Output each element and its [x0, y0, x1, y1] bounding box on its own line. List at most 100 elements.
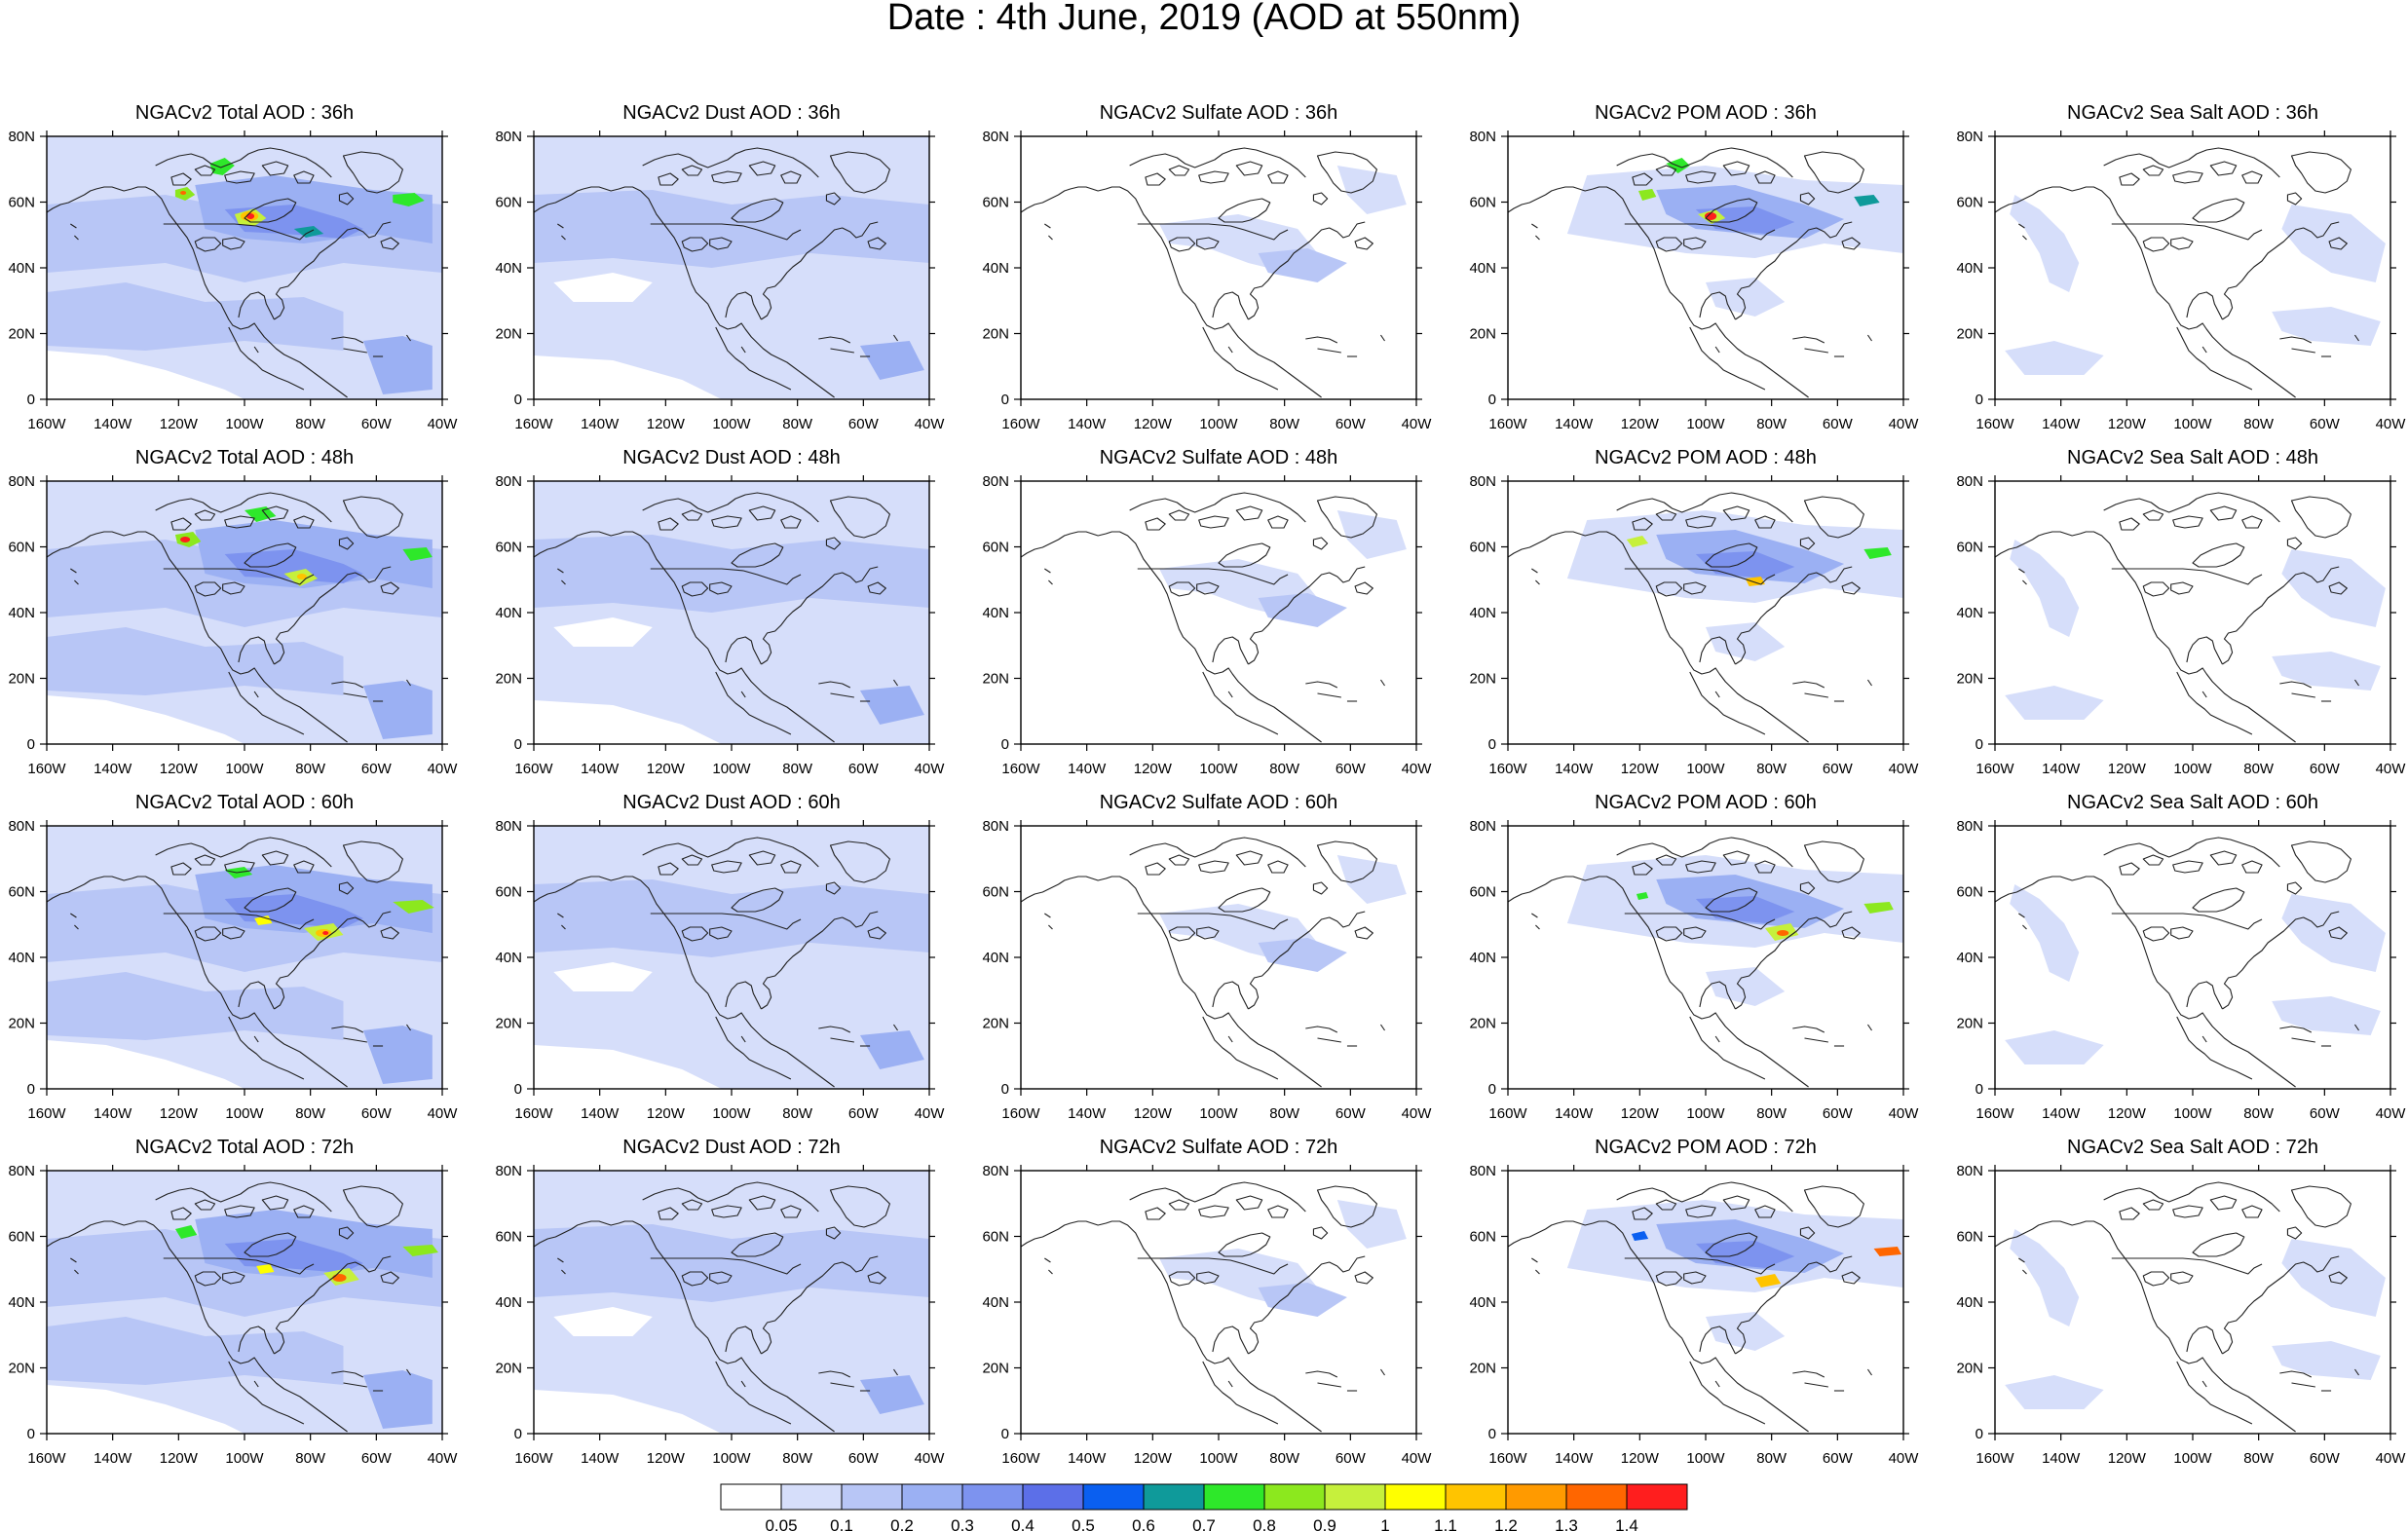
x-tick-label: 100W [225, 1450, 264, 1467]
y-tick-label: 80N [982, 818, 1009, 835]
y-tick-label: 0 [1488, 1426, 1496, 1442]
x-tick-label: 100W [225, 761, 264, 777]
y-tick-label: 0 [27, 1081, 35, 1098]
colorbar-box [1626, 1483, 1688, 1511]
panel-title: NGACv2 Total AOD : 48h [135, 447, 354, 468]
colorbar-box [1445, 1483, 1507, 1511]
x-tick-label: 140W [581, 1450, 620, 1467]
y-tick-label: 0 [1001, 1081, 1009, 1098]
x-tick-label: 100W [1686, 1450, 1725, 1467]
colorbar-box [1143, 1483, 1205, 1511]
aod-field [1508, 481, 1903, 744]
y-tick-label: 80N [8, 1163, 35, 1179]
panel-title: NGACv2 Dust AOD : 48h [622, 447, 840, 468]
colorbar-box [901, 1483, 963, 1511]
y-tick-label: 80N [8, 818, 35, 835]
aod-field [1021, 826, 1416, 1089]
panel-title: NGACv2 Dust AOD : 72h [622, 1137, 840, 1158]
x-tick-label: 120W [1621, 761, 1660, 777]
x-tick-label: 40W [2376, 1450, 2407, 1467]
y-tick-label: 0 [27, 392, 35, 408]
aod-field [47, 1171, 442, 1434]
y-tick-label: 20N [1956, 671, 1983, 688]
x-tick-label: 40W [1402, 1105, 1433, 1122]
y-tick-label: 60N [1469, 195, 1496, 211]
colorbar-label: 0.7 [1192, 1516, 1216, 1531]
map-panel-total-60h: NGACv2 Total AOD : 60h 160W 140W 120W 100W 80… [8, 792, 458, 1122]
colorbar-label: 0.9 [1313, 1516, 1336, 1531]
x-tick-label: 80W [782, 761, 813, 777]
x-tick-label: 80W [2243, 416, 2275, 432]
x-tick-label: 140W [1068, 416, 1107, 432]
y-tick-label: 60N [1469, 540, 1496, 556]
x-tick-label: 60W [2310, 416, 2341, 432]
y-tick-label: 40N [8, 605, 35, 621]
x-tick-label: 160W [514, 1450, 553, 1467]
x-tick-label: 80W [1756, 1450, 1787, 1467]
aod-field [534, 826, 929, 1089]
y-tick-label: 0 [27, 736, 35, 753]
y-tick-label: 0 [514, 392, 522, 408]
y-tick-label: 20N [1956, 326, 1983, 343]
x-tick-label: 120W [1134, 761, 1173, 777]
x-tick-label: 80W [2243, 761, 2275, 777]
x-tick-label: 40W [915, 1450, 946, 1467]
y-tick-label: 40N [495, 950, 522, 966]
aod-field [1021, 1171, 1416, 1434]
x-tick-label: 40W [2376, 416, 2407, 432]
y-tick-label: 40N [495, 1294, 522, 1311]
y-tick-label: 0 [514, 1081, 522, 1098]
map-panel-dust-48h: NGACv2 Dust AOD : 48h 160W 140W 120W 100W 80W… [495, 447, 945, 777]
aod-field [1995, 136, 2390, 399]
map-panel-sulfate-36h: NGACv2 Sulfate AOD : 36h 160W 140W 120W 100W… [982, 102, 1432, 432]
x-tick-label: 60W [1336, 761, 1367, 777]
colorbar-label: 1.1 [1434, 1516, 1457, 1531]
x-tick-label: 40W [1402, 1450, 1433, 1467]
colorbar-box [961, 1483, 1024, 1511]
y-tick-label: 60N [495, 884, 522, 901]
y-tick-label: 40N [8, 1294, 35, 1311]
x-tick-label: 140W [2042, 1450, 2081, 1467]
y-tick-label: 20N [495, 671, 522, 688]
x-tick-label: 40W [1889, 1105, 1920, 1122]
colorbar-box [720, 1483, 782, 1511]
x-tick-label: 160W [1001, 1450, 1040, 1467]
y-tick-label: 0 [1975, 1081, 1983, 1098]
x-tick-label: 80W [295, 1450, 326, 1467]
x-tick-label: 60W [2310, 761, 2341, 777]
x-tick-label: 100W [712, 1105, 751, 1122]
x-tick-label: 40W [915, 761, 946, 777]
x-tick-label: 100W [1199, 1105, 1238, 1122]
colorbar-box [1565, 1483, 1628, 1511]
x-tick-label: 80W [782, 1105, 813, 1122]
x-tick-label: 100W [1686, 761, 1725, 777]
y-tick-label: 80N [982, 473, 1009, 490]
panel-title: NGACv2 Sulfate AOD : 48h [1100, 447, 1338, 468]
x-tick-label: 60W [361, 1450, 393, 1467]
y-tick-label: 80N [1956, 818, 1983, 835]
map-panel-pom-48h: NGACv2 POM AOD : 48h 160W 140W 120W 100W 80W 6… [1469, 447, 1919, 777]
y-tick-label: 60N [1956, 884, 1983, 901]
x-tick-label: 160W [1001, 761, 1040, 777]
y-tick-label: 40N [1469, 605, 1496, 621]
aod-field [47, 826, 442, 1089]
colorbar-label: 1 [1380, 1516, 1389, 1531]
x-tick-label: 140W [2042, 416, 2081, 432]
aod-field [534, 136, 929, 399]
y-tick-label: 80N [982, 1163, 1009, 1179]
y-tick-label: 60N [495, 540, 522, 556]
colorbar-label: 0.8 [1253, 1516, 1276, 1531]
y-tick-label: 40N [1956, 605, 1983, 621]
colorbar-box [1203, 1483, 1265, 1511]
x-tick-label: 140W [1068, 1450, 1107, 1467]
panel-title: NGACv2 POM AOD : 48h [1595, 447, 1817, 468]
x-tick-label: 80W [1269, 1105, 1300, 1122]
y-tick-label: 20N [8, 1016, 35, 1032]
x-tick-label: 140W [2042, 1105, 2081, 1122]
colorbar-label: 0.5 [1072, 1516, 1095, 1531]
y-tick-label: 60N [1469, 884, 1496, 901]
x-tick-label: 60W [361, 761, 393, 777]
colorbar-box [780, 1483, 843, 1511]
y-tick-label: 40N [8, 950, 35, 966]
panel-title: NGACv2 Sea Salt AOD : 72h [2067, 1137, 2318, 1158]
